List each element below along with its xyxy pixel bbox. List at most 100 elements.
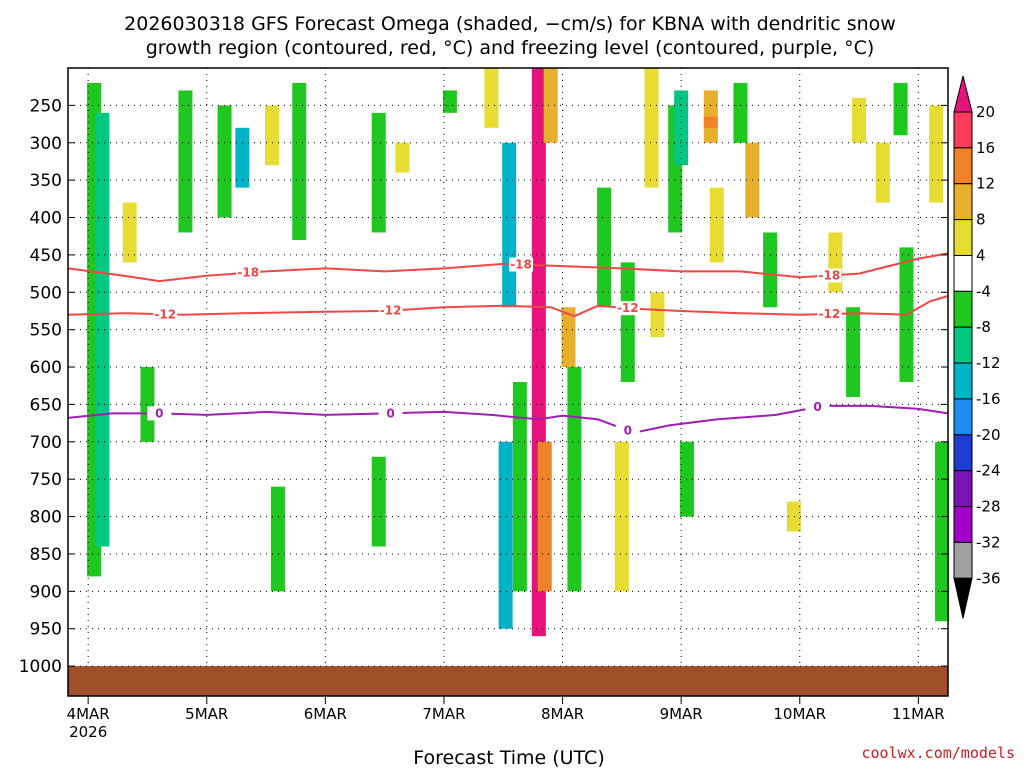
x-tick-label-7MAR: 7MAR (422, 705, 465, 723)
colorbar-label--16: -16 (976, 390, 1001, 408)
y-tick-label-900: 900 (30, 582, 62, 602)
y-tick-label-450: 450 (30, 246, 62, 266)
contour-label--18-1: -18 (510, 258, 532, 272)
omega-feature-9 (292, 82, 307, 240)
colorbar-label-16: 16 (976, 139, 995, 157)
colorbar-segment-8 (953, 219, 973, 256)
omega-feature-2 (122, 202, 137, 263)
y-tick-label-650: 650 (30, 395, 62, 415)
x-axis: 4MAR 5MAR 6MAR 7MAR 8MAR 9MAR 10MAR 11MAR (67, 696, 945, 723)
colorbar-label--4: -4 (976, 282, 991, 300)
omega-feature-7 (264, 105, 279, 166)
omega-feature-3 (140, 367, 155, 442)
y-tick-label-400: 400 (30, 209, 62, 229)
colorbar: 20 16 12 8 4 -4 -8 -12 -16 -20 -24 -28 -32 -36 (953, 75, 1001, 619)
omega-feature-1 (95, 112, 110, 547)
colorbar-label--24: -24 (976, 462, 1001, 480)
colorbar-label-8: 8 (976, 211, 986, 229)
x-year-label: 2026 (69, 723, 107, 741)
omega-feature-26 (644, 68, 659, 188)
omega-feature-5 (217, 105, 232, 218)
y-tick-label-300: 300 (30, 134, 62, 154)
contour-label-bg--12-0 (153, 307, 178, 322)
colorbar-label--12: -12 (976, 354, 1001, 372)
colorbar-label-20: 20 (976, 103, 995, 121)
contour-line--12 (67, 295, 949, 318)
omega-feature-22 (567, 367, 582, 592)
colorbar-label--36: -36 (976, 569, 1001, 587)
colorbar-segment--8 (953, 326, 973, 364)
credit-text: coolwx.com/models (861, 744, 1015, 762)
contour-lines: -18 -18 -18 -12 -12 -12 -12 0 0 0 0 (67, 252, 949, 438)
contour-label-bg--12-1 (378, 303, 403, 318)
x-tick-label-6MAR: 6MAR (304, 705, 347, 723)
omega-feature-20 (543, 68, 558, 143)
contour-label-0-1: 0 (386, 406, 394, 420)
contour-label-bg-0-0 (147, 406, 172, 421)
contour-label-bg-0-1 (378, 406, 403, 421)
colorbar-segment--4 (953, 290, 973, 328)
colorbar-label-4: 4 (976, 246, 986, 264)
contour-label-bg--12-3 (817, 306, 842, 321)
colorbar-label--32: -32 (976, 533, 1001, 551)
contour-label-bg-0-3 (805, 400, 830, 415)
colorbar-label--8: -8 (976, 318, 991, 336)
contour-label-bg--18-1 (509, 257, 534, 272)
y-tick-label-850: 850 (30, 545, 62, 565)
omega-feature-11 (371, 456, 386, 547)
x-tick-label-5MAR: 5MAR (185, 705, 228, 723)
grid-lines (68, 68, 948, 667)
x-tick-label-4MAR: 4MAR (67, 705, 110, 723)
y-tick-label-750: 750 (30, 470, 62, 490)
contour-label--12-2: -12 (617, 301, 639, 315)
contour-label-bg-0-2 (615, 423, 640, 438)
x-axis-label: Forecast Time (UTC) (413, 747, 604, 768)
chart-title-line1: 2026030318 GFS Forecast Omega (shaded, −… (124, 13, 896, 35)
omega-feature-34 (733, 82, 748, 143)
omega-feature-45 (935, 441, 950, 622)
colorbar-segment-20 (953, 111, 973, 149)
omega-feature-27 (650, 292, 665, 338)
contour-label-0-2: 0 (624, 424, 632, 438)
omega-feature-12 (395, 142, 410, 173)
omega-feature-33 (709, 187, 724, 263)
y-tick-label-250: 250 (30, 96, 62, 116)
y-tick-label-500: 500 (30, 283, 62, 303)
omega-feature-8 (270, 486, 285, 592)
contour-label--12-1: -12 (380, 304, 402, 318)
contour-label-bg--18-2 (817, 268, 842, 283)
omega-feature-29 (674, 90, 689, 166)
contour-label-0-3: 0 (813, 400, 821, 414)
ground-band (68, 666, 948, 696)
omega-feature-44 (929, 105, 944, 203)
omega-shading (68, 68, 950, 696)
contour-label--18-0: -18 (237, 266, 259, 280)
y-tick-label-550: 550 (30, 321, 62, 341)
colorbar-label--20: -20 (976, 426, 1001, 444)
omega-feature-10 (371, 112, 386, 233)
x-tick-label-9MAR: 9MAR (660, 705, 703, 723)
y-tick-label-950: 950 (30, 620, 62, 640)
colorbar-label--28: -28 (976, 498, 1001, 516)
omega-feature-23 (597, 187, 612, 308)
omega-feature-25 (620, 262, 635, 382)
x-tick-label-11MAR: 11MAR (892, 705, 945, 723)
y-tick-label-600: 600 (30, 358, 62, 378)
colorbar-segment--32 (953, 541, 973, 579)
plot-frame (67, 67, 949, 697)
omega-feature-36 (763, 232, 778, 308)
colorbar-max-triangle (953, 75, 973, 113)
colorbar-segment--28 (953, 506, 973, 543)
y-tick-label-700: 700 (30, 433, 62, 453)
chart-title-line2: growth region (contoured, red, °C) and f… (146, 37, 875, 59)
omega-feature-30 (680, 441, 695, 517)
x-tick-label-10MAR: 10MAR (773, 705, 826, 723)
contour-label--12-3: -12 (819, 307, 841, 321)
colorbar-segment--20 (953, 434, 973, 472)
omega-feature-15 (502, 142, 517, 308)
colorbar-min-triangle (953, 577, 973, 619)
omega-feature-32 (703, 116, 718, 128)
omega-feature-21 (561, 307, 576, 368)
omega-feature-42 (893, 82, 908, 136)
omega-feature-14 (484, 68, 499, 128)
